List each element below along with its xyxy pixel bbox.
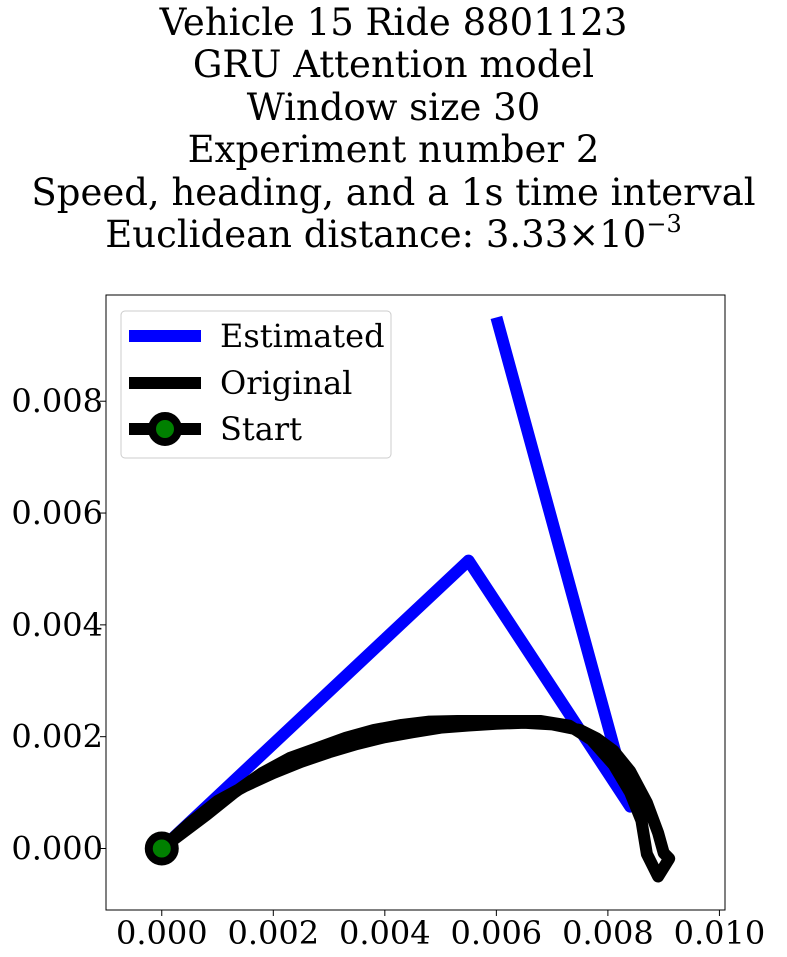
title-line-1: Vehicle 15 Ride 8801123 [159,1,628,44]
x-tick-label: 0.000 [116,914,208,952]
start-marker [144,831,179,866]
x-tick-label: 0.004 [339,914,431,952]
title-line-4: Experiment number 2 [187,128,600,172]
y-tick-label: 0.004 [11,606,103,644]
x-tick-label: 0.010 [674,914,766,952]
x-tick-label: 0.006 [451,914,543,952]
y-tick-label: 0.000 [11,830,103,868]
legend-label-original: Original [220,364,352,402]
title-line-3: Window size 30 [246,85,541,129]
legend-label-estimated: Estimated [220,317,385,355]
title-line-2: GRU Attention model [192,43,595,87]
title-line-distance: Euclidean distance: 3.33×10−3 [0,212,787,257]
series-line-estimated [157,315,637,853]
y-tick-label: 0.002 [11,718,103,756]
series-layer [144,315,676,883]
y-tick-label: 0.008 [11,382,103,420]
legend-box [120,310,392,459]
axis-layer: 0.000 0.002 0.004 0.006 0.008 0.010 0.000 0.002… [11,382,765,952]
legend: Estimated Original Start [120,310,392,459]
series-line-original [157,715,676,883]
x-tick-label: 0.008 [562,914,654,952]
legend-start-marker [148,412,182,446]
legend-label-start: Start [220,410,302,448]
plot-frame [105,294,726,911]
x-tick-label: 0.002 [227,914,319,952]
distance-text: Euclidean distance: 3.33×10 [105,213,647,257]
distance-exponent: −3 [646,210,682,239]
title-line-5: Speed, heading, and a 1s time interval [31,170,756,214]
chart-title: Vehicle 15 Ride 8801123 GRU Attention mo… [0,1,787,257]
y-tick-label: 0.006 [11,494,103,532]
